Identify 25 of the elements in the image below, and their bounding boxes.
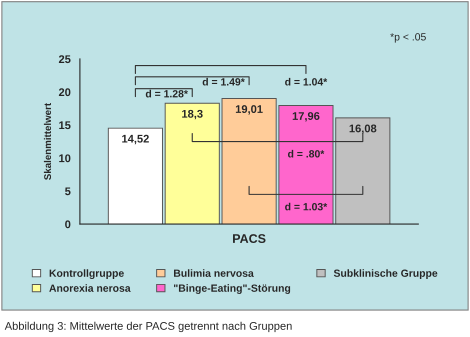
data-label: 17,96 <box>292 112 320 122</box>
annotation: d = 1.28* <box>146 90 188 98</box>
text: Abbildung 3: Mittelwerte der PACS getrennt nach Gruppen <box>4 322 292 332</box>
legend-label: Anorexia nerosa <box>49 284 131 292</box>
annotation: d = 1.03* <box>285 202 328 210</box>
legend-label: Subklinische Gruppe <box>334 269 438 279</box>
legend-label: Kontrollgruppe <box>50 269 124 280</box>
x-tick-label: PACS <box>233 234 266 244</box>
annotation: d = 1.04* <box>285 78 328 86</box>
text: *p < .05 <box>390 33 426 43</box>
legend-label: Bulimia nervosa <box>174 269 254 277</box>
y-tick-label: 25 <box>58 55 71 64</box>
data-label: 19,01 <box>236 105 263 115</box>
annotation: d = 1.49* <box>202 78 245 86</box>
y-axis-title: Skalenmittelwert <box>44 103 52 180</box>
data-label: 14,52 <box>122 134 149 144</box>
annotation: d = .80* <box>288 150 324 158</box>
data-label: 18,3 <box>182 110 203 120</box>
data-label: 16,08 <box>350 124 376 134</box>
y-tick-label: 15 <box>59 121 71 130</box>
y-tick-label: 0 <box>65 220 70 228</box>
y-tick-label: 5 <box>65 187 71 196</box>
legend-label: "Binge-Eating"-Störung <box>174 284 290 294</box>
y-tick-label: 10 <box>59 154 70 162</box>
y-tick-label: 20 <box>58 88 70 96</box>
